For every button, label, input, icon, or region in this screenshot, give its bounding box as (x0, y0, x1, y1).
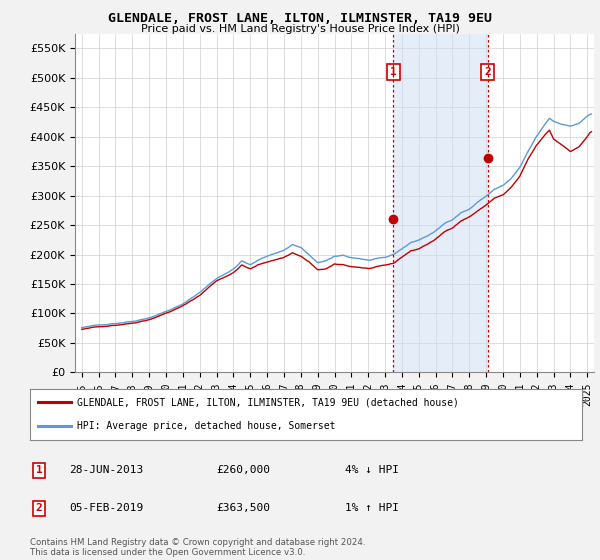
Text: 2: 2 (35, 503, 43, 514)
Text: Price paid vs. HM Land Registry's House Price Index (HPI): Price paid vs. HM Land Registry's House … (140, 24, 460, 34)
Text: 1: 1 (390, 67, 397, 77)
Text: HPI: Average price, detached house, Somerset: HPI: Average price, detached house, Some… (77, 422, 335, 432)
Text: 2: 2 (484, 67, 491, 77)
Text: 05-FEB-2019: 05-FEB-2019 (69, 503, 143, 514)
Bar (394, 34, 488, 372)
Text: GLENDALE, FROST LANE, ILTON, ILMINSTER, TA19 9EU: GLENDALE, FROST LANE, ILTON, ILMINSTER, … (108, 12, 492, 25)
Text: 1% ↑ HPI: 1% ↑ HPI (345, 503, 399, 514)
Text: 1: 1 (35, 465, 43, 475)
Text: 28-JUN-2013: 28-JUN-2013 (69, 465, 143, 475)
Text: 4% ↓ HPI: 4% ↓ HPI (345, 465, 399, 475)
Text: GLENDALE, FROST LANE, ILTON, ILMINSTER, TA19 9EU (detached house): GLENDALE, FROST LANE, ILTON, ILMINSTER, … (77, 397, 459, 407)
Text: £260,000: £260,000 (216, 465, 270, 475)
Text: £363,500: £363,500 (216, 503, 270, 514)
Text: Contains HM Land Registry data © Crown copyright and database right 2024.
This d: Contains HM Land Registry data © Crown c… (30, 538, 365, 557)
